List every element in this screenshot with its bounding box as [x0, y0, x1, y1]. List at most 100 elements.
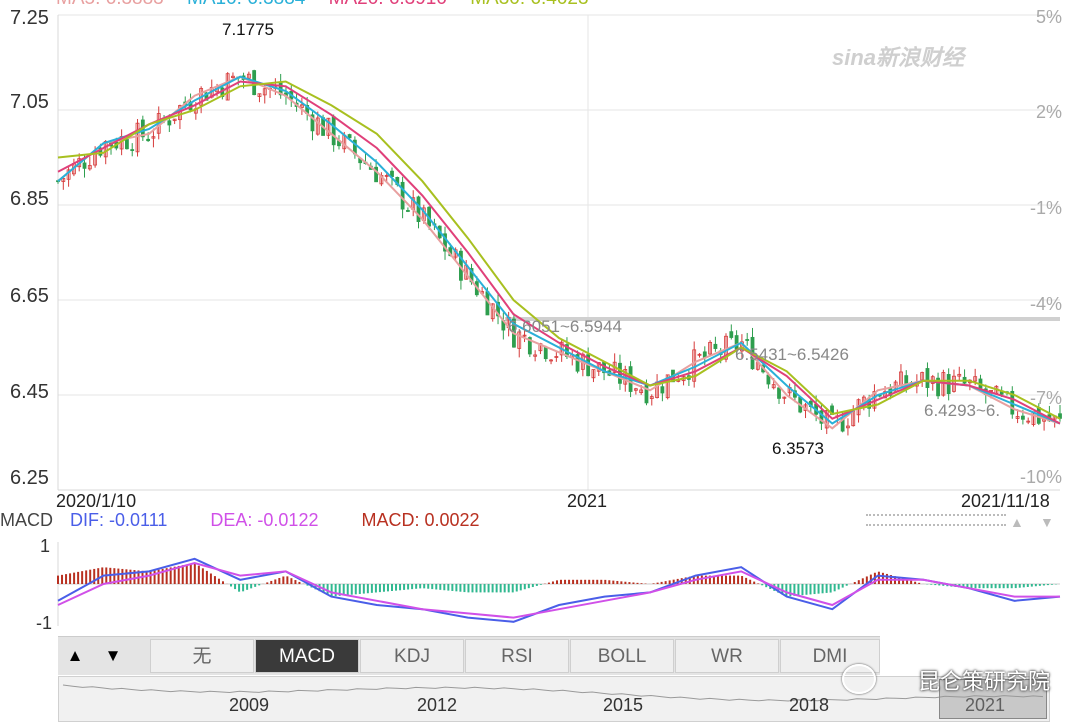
x-start-label: 2020/1/10 — [56, 491, 137, 511]
macd-top-label: 1 — [40, 536, 51, 556]
time-navigator[interactable]: 2009 2012 2015 2018 2021 — [58, 676, 1050, 722]
candle-body — [708, 341, 712, 355]
y-tick-label: 6.25 — [10, 467, 49, 489]
macd-line-dif — [57, 557, 1061, 623]
navigator-year: 2018 — [789, 695, 830, 715]
candles — [56, 69, 1062, 436]
dea-legend: DEA: -0.0122 — [210, 510, 319, 530]
candle-body — [146, 138, 151, 142]
pct-tick-label: -1% — [1029, 198, 1062, 218]
navigator-line — [62, 684, 1044, 702]
candle-body — [167, 120, 172, 126]
candle-body — [1020, 415, 1025, 420]
y-tick-label: 6.45 — [10, 381, 49, 403]
navigator-path — [62, 684, 1044, 702]
tab-rsi[interactable]: RSI — [465, 639, 569, 673]
candle-body — [543, 346, 548, 360]
low-price-label: 6.3573 — [772, 439, 824, 458]
pct-tick-label: -7% — [1029, 388, 1062, 408]
candle-body — [1015, 416, 1020, 419]
macd-chart — [57, 542, 1061, 626]
tab-boll[interactable]: BOLL — [570, 639, 674, 673]
navigator-year: 2021 — [965, 695, 1006, 715]
navigator-selection-handle[interactable] — [939, 679, 1047, 719]
candle-body — [575, 354, 580, 372]
ma-legend: MA5: 6.3883 MA10: 6.3884 MA20: 6.3910 MA… — [56, 0, 607, 10]
ma30-legend: MA30: 6.4023 — [470, 0, 588, 9]
macd-legend: MACD DIF: -0.0111 DEA: -0.0122 MACD: 0.0… — [0, 510, 480, 531]
candle-body — [591, 369, 596, 379]
candle-body — [957, 373, 962, 377]
candle-body — [639, 389, 644, 394]
high-price-label: 7.1775 — [222, 20, 274, 39]
candle-body — [374, 166, 378, 183]
candle-body — [231, 75, 235, 79]
candle-body — [665, 374, 670, 399]
wechat-icon — [842, 664, 876, 694]
tab-macd[interactable]: MACD — [255, 639, 359, 673]
macd-up-arrow-icon[interactable]: ▲ — [1010, 514, 1024, 530]
candle-body — [1026, 420, 1031, 423]
candle-body — [819, 410, 824, 424]
pct-tick-label: -4% — [1029, 294, 1062, 314]
candle-body — [262, 88, 267, 96]
ma-line-ma10 — [57, 75, 1061, 425]
price-chart — [56, 14, 1062, 491]
candle-body — [782, 396, 787, 399]
tab-none[interactable]: 无 — [150, 639, 254, 673]
candle-body — [204, 92, 209, 101]
range-label-1: 6.6051~6.5944 — [508, 317, 622, 336]
tab-dmi[interactable]: DMI — [780, 639, 880, 673]
ma-line-ma5 — [57, 75, 1061, 430]
range-label-3: 6.4293~6. — [924, 401, 1001, 420]
candle-body — [151, 136, 156, 139]
pct-tick-label: 5% — [1035, 7, 1062, 27]
candle-body — [443, 233, 447, 252]
scroll-down-button[interactable]: ▼ — [104, 646, 122, 665]
candle-body — [936, 377, 940, 397]
macd-value-legend: MACD: 0.0022 — [361, 510, 480, 530]
y-tick-label: 7.05 — [10, 91, 49, 113]
candle-body — [384, 175, 389, 177]
candle-body — [416, 196, 421, 223]
navigator-year: 2015 — [603, 695, 644, 715]
candle-body — [660, 386, 665, 394]
candle-body — [777, 387, 781, 399]
candle-body — [925, 368, 930, 388]
candle-body — [400, 181, 405, 210]
candle-body — [315, 117, 320, 135]
candle-body — [649, 396, 654, 400]
candle-body — [973, 376, 978, 382]
tab-kdj[interactable]: KDJ — [360, 639, 464, 673]
candle-body — [130, 149, 135, 151]
macd-line-dea — [57, 561, 1060, 619]
macd-down-arrow-icon[interactable]: ▼ — [1040, 514, 1054, 530]
y-tick-label: 7.25 — [10, 7, 49, 29]
y-tick-label: 6.65 — [10, 285, 49, 307]
candle-body — [103, 141, 108, 158]
scroll-up-button[interactable]: ▲ — [66, 646, 84, 665]
candle-body — [883, 391, 887, 399]
ma-line-ma30 — [57, 80, 1061, 420]
ma20-legend: MA20: 6.3910 — [329, 0, 447, 9]
candle-body — [390, 170, 394, 177]
candle-body — [517, 331, 522, 349]
navigator-year: 2009 — [229, 695, 270, 715]
candle-body — [246, 73, 251, 79]
macd-bottom-label: -1 — [36, 613, 53, 633]
indicator-tab-bar: ▲ ▼ 无 MACD KDJ RSI BOLL WR DMI — [58, 636, 880, 675]
ma-line-ma20 — [57, 80, 1061, 425]
x-mid-label: 2021 — [567, 491, 608, 511]
macd-expand-handle[interactable] — [866, 514, 1006, 526]
navigator-year: 2012 — [417, 695, 458, 715]
candle-body — [771, 384, 776, 389]
sina-logo: sina新浪财经 — [832, 45, 965, 70]
candle-body — [713, 343, 718, 349]
candle-body — [496, 301, 500, 317]
candle-body — [61, 178, 66, 182]
candle-body — [326, 117, 331, 136]
candle-body — [745, 339, 750, 341]
tab-wr[interactable]: WR — [675, 639, 779, 673]
candle-body — [406, 210, 410, 212]
candle-body — [310, 114, 315, 132]
